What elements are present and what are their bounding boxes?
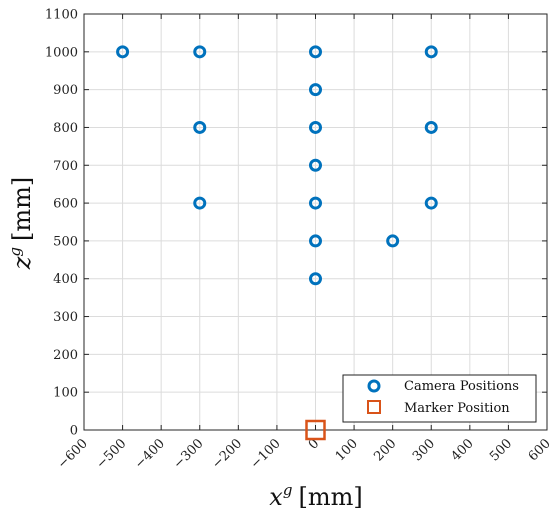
x-axis-label-unit: [mm]	[298, 483, 362, 511]
grid	[83, 13, 548, 431]
camera-position-point	[309, 272, 322, 286]
legend: Camera Positions Marker Position	[342, 374, 537, 423]
camera-position-point	[424, 196, 438, 210]
y-tick-label: 1000	[45, 45, 78, 60]
x-tick-label: −200	[209, 436, 245, 472]
x-tick-label: 400	[448, 436, 476, 464]
camera-position-point	[309, 234, 322, 248]
x-axis-label-base: x	[269, 483, 283, 511]
x-tick-label: −100	[248, 436, 284, 472]
y-tick-label: 600	[53, 197, 78, 212]
y-axis-label: zg [mm]	[6, 177, 36, 271]
y-tick-label: 400	[53, 272, 78, 287]
legend-marker-position-marker	[367, 400, 381, 414]
axis-ticks: −600 −500 −400 −300 −200 −100 0 100 200 300 400 500…	[45, 8, 550, 473]
x-tick-label: 500	[487, 436, 515, 464]
camera-position-point	[193, 120, 207, 134]
camera-position-point	[309, 196, 322, 210]
legend-box	[342, 374, 537, 423]
camera-position-point	[386, 234, 400, 248]
camera-position-point	[424, 45, 438, 59]
x-tick-label: 200	[371, 436, 399, 464]
x-tick-label: 100	[333, 436, 361, 464]
x-axis-label-sup: g	[283, 481, 293, 499]
camera-position-point	[116, 45, 130, 59]
legend-camera-positions-label: Camera Positions	[404, 379, 519, 394]
y-tick-label: 1100	[45, 8, 78, 23]
x-tick-label: −600	[55, 436, 91, 472]
camera-position-point	[309, 158, 322, 172]
legend-camera-positions-marker	[367, 379, 381, 393]
y-tick-label: 0	[70, 424, 78, 439]
y-tick-label: 300	[53, 310, 78, 325]
y-tick-label: 500	[53, 234, 78, 249]
camera-position-point	[309, 120, 322, 134]
y-tick-label: 200	[53, 348, 78, 363]
y-axis-label-unit: [mm]	[8, 177, 36, 241]
y-tick-label: 100	[53, 386, 78, 401]
x-tick-label: −300	[171, 436, 207, 472]
y-tick-label: 800	[53, 121, 78, 136]
y-axis-label-base: z	[8, 256, 36, 270]
x-tick-label: −400	[132, 436, 168, 472]
x-axis-label: xg [mm]	[269, 481, 362, 511]
y-axis-label-sup: g	[6, 247, 24, 257]
x-tick-label: 600	[526, 436, 550, 464]
y-tick-label: 700	[53, 159, 78, 174]
camera-position-point	[193, 45, 207, 59]
y-tick-label: 900	[53, 83, 78, 98]
x-tick-label: −500	[94, 436, 130, 472]
camera-position-point	[309, 83, 322, 97]
x-tick-label: 300	[410, 436, 438, 464]
legend-marker-position-label: Marker Position	[404, 401, 510, 416]
camera-position-point	[193, 196, 207, 210]
marker-position-point	[305, 419, 326, 441]
data-points	[116, 45, 438, 441]
camera-position-point	[424, 120, 438, 134]
camera-position-point	[309, 45, 322, 59]
